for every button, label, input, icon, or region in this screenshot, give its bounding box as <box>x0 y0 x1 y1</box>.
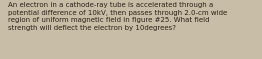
Text: An electron in a cathode-ray tube is accelerated through a
potential difference : An electron in a cathode-ray tube is acc… <box>8 2 227 31</box>
